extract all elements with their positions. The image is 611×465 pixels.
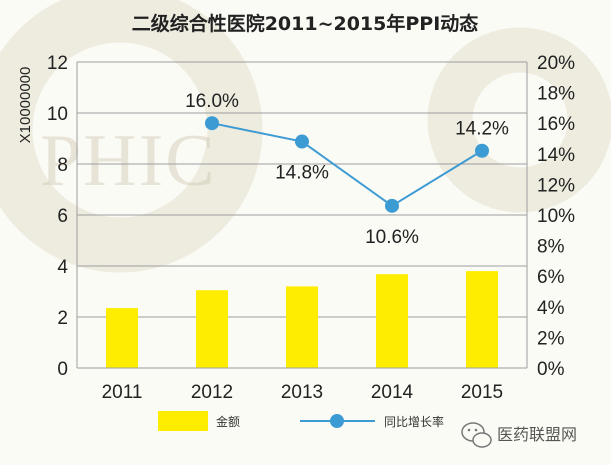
- left-axis: 0 2 4 6 8 10 12: [47, 53, 78, 380]
- y-right-tick-label: 4%: [537, 298, 565, 319]
- y-right-tick-label: 12%: [537, 175, 575, 196]
- right-axis: 0% 2% 4% 6% 8% 10% 12% 14% 16% 18% 20%: [526, 53, 575, 380]
- growth-rate-line: [211, 122, 483, 208]
- bar-2013: [286, 286, 318, 368]
- data-label-2012: 16.0%: [185, 91, 239, 112]
- legend-line-label: 同比增长率: [384, 414, 444, 429]
- y-right-tick-label: 20%: [537, 53, 575, 74]
- bar-2011: [106, 308, 138, 368]
- watermark-arc-right: [427, 27, 611, 213]
- data-label-2015: 14.2%: [455, 119, 509, 140]
- bar-2014: [376, 274, 408, 368]
- point-2015: [475, 143, 489, 158]
- watermark: PHIC: [0, 0, 611, 273]
- point-2013: [295, 134, 309, 149]
- point-2014: [385, 198, 399, 213]
- y-left-tick-label: 10: [47, 104, 68, 125]
- y-right-tick-label: 14%: [537, 145, 575, 166]
- point-2012: [205, 116, 219, 131]
- brand: 医药联盟网: [461, 422, 577, 448]
- legend: 金额 同比增长率: [158, 411, 444, 431]
- legend-bar-swatch: [158, 411, 208, 431]
- x-tick-label: 2013: [281, 382, 323, 403]
- data-labels: 16.0% 14.8% 10.6% 14.2%: [185, 91, 509, 248]
- y-left-tick-label: 6: [57, 206, 68, 227]
- chart-title: 二级综合性医院2011~2015年PPI动态: [132, 12, 479, 35]
- bar-2012: [196, 290, 228, 368]
- line-series: [205, 116, 489, 213]
- y-axis-title: X10000000: [17, 67, 34, 144]
- x-tick-label: 2011: [102, 382, 143, 403]
- y-right-tick-label: 10%: [537, 206, 575, 227]
- bar-series: [106, 271, 498, 368]
- legend-bar-label: 金额: [216, 414, 240, 429]
- y-right-tick-label: 8%: [537, 237, 565, 258]
- legend-line-marker: [330, 414, 344, 428]
- y-right-tick-label: 2%: [537, 328, 565, 349]
- y-left-tick-label: 0: [57, 359, 68, 380]
- x-axis: 2011 2012 2013 2014 2015: [77, 367, 527, 403]
- data-label-2013: 14.8%: [275, 163, 329, 184]
- y-right-tick-label: 16%: [537, 114, 575, 135]
- y-right-tick-label: 6%: [537, 267, 565, 288]
- y-left-tick-label: 2: [57, 308, 68, 329]
- y-left-tick-label: 12: [47, 53, 68, 74]
- y-left-tick-label: 4: [57, 257, 68, 278]
- watermark-text: PHIC: [40, 120, 217, 202]
- x-tick-label: 2015: [461, 382, 503, 403]
- x-tick-label: 2012: [191, 382, 233, 403]
- y-left-tick-label: 8: [57, 155, 68, 176]
- bar-2015: [466, 271, 498, 368]
- y-right-tick-label: 18%: [537, 84, 575, 105]
- x-tick-label: 2014: [371, 382, 414, 403]
- wechat-icon: [461, 422, 492, 448]
- data-label-2014: 10.6%: [365, 227, 419, 248]
- y-right-tick-label: 0%: [537, 359, 565, 380]
- brand-text: 医药联盟网: [497, 425, 577, 444]
- watermark-arc-left: [0, 0, 263, 273]
